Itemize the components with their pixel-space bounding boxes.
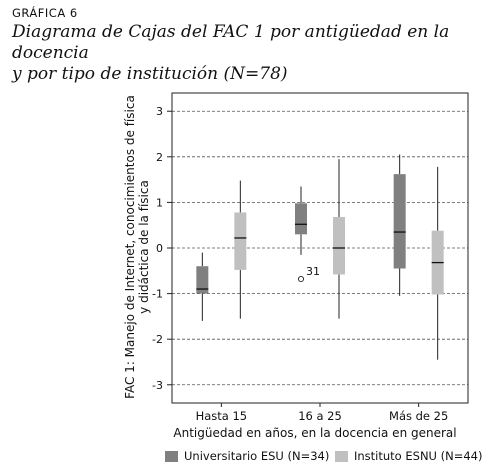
y-tick-label: -1 [152,288,163,301]
y-tick-label: -2 [152,333,163,346]
box [196,266,209,294]
x-tick-label: Hasta 15 [196,409,248,423]
y-tick-label: 0 [156,242,163,255]
outliers: 31 [297,265,320,283]
chart-title-line-2: y por tipo de institución (N=78) [12,64,288,84]
legend-swatch-instituto [335,450,348,462]
outlier-label: 31 [306,265,320,278]
y-tick-label: 3 [156,105,163,118]
x-tick-label: Más de 25 [389,409,448,423]
y-tick-label: 2 [156,151,163,164]
y-axis-label-line-2: y didáctica de la física [137,180,151,314]
box [333,217,345,275]
y-axis-label-line-1: FAC 1: Manejo de Internet, conocimientos… [123,95,137,399]
y-tick-label: 1 [156,196,163,209]
legend-item-instituto: Instituto ESNU (N=44) [335,449,482,463]
boxes [196,154,444,360]
legend-label-universitario: Universitario ESU (N=34) [184,449,330,463]
box [393,174,406,269]
x-axis-label: Antigüedad en años, en la docencia en ge… [173,426,456,440]
legend-label-instituto: Instituto ESNU (N=44) [354,449,483,463]
axes: 3 2 1 0 -1 -2 -3 Hasta 15 16 a 25 Más de 25 [152,92,469,423]
x-tick-label: 16 a 25 [298,409,342,423]
chart-title-line-1: Diagrama de Cajas del FAC 1 por antigüed… [12,22,450,63]
y-tick-label: -3 [152,379,163,392]
outlier-point [297,275,305,283]
legend-swatch-universitario [165,450,178,462]
figure-label: GRÁFICA 6 [12,6,78,20]
gridlines [172,110,468,386]
legend-item-universitario: Universitario ESU (N=34) [165,449,329,463]
box [295,203,307,235]
box [234,212,247,270]
chart-title: Diagrama de Cajas del FAC 1 por antigüed… [12,22,492,85]
